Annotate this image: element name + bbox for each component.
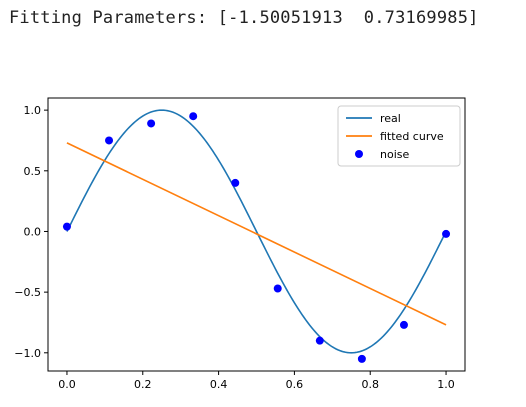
noise-point — [189, 112, 198, 121]
legend-label-fitted-curve: fitted curve — [380, 130, 444, 143]
y-tick-label: −0.5 — [14, 286, 41, 299]
noise-point — [315, 336, 324, 345]
noise-point — [147, 119, 156, 128]
legend-label-real: real — [380, 112, 401, 125]
noise-point — [357, 354, 366, 363]
y-tick-label: 0.0 — [24, 225, 42, 238]
y-tick-label: 0.5 — [24, 165, 42, 178]
output-label: Fitting Parameters: — [9, 8, 208, 28]
y-tick-label: 1.0 — [24, 104, 42, 117]
fitting-parameters-values: [-1.50051913 0.73169985] — [217, 8, 479, 28]
legend: real fitted curve noise — [337, 105, 461, 167]
x-tick-label: 0.4 — [210, 378, 228, 391]
legend-box — [337, 105, 461, 167]
x-tick-label: 0.0 — [58, 378, 76, 391]
series-layer — [62, 109, 451, 363]
fitting-parameters-output: Fitting Parameters: [-1.50051913 0.73169… — [9, 8, 479, 28]
noise-point — [273, 284, 282, 293]
ticks-layer: 0.0 0.2 0.4 0.6 0.8 1.0 −1.0 −0.5 0.0 0.5 1.0 — [14, 104, 455, 391]
x-tick-label: 0.8 — [361, 378, 379, 391]
noise-point — [442, 229, 451, 238]
noise-point — [62, 222, 71, 231]
x-tick-label: 0.2 — [134, 378, 152, 391]
series-line-fitted-curve — [66, 142, 447, 326]
legend-marker-noise — [355, 150, 363, 158]
y-tick-label: −1.0 — [14, 347, 41, 360]
noise-point — [399, 320, 408, 329]
series-line-real — [66, 109, 447, 354]
x-tick-label: 1.0 — [437, 378, 455, 391]
x-tick-label: 0.6 — [286, 378, 304, 391]
legend-label-noise: noise — [380, 148, 409, 161]
noise-point — [231, 178, 240, 187]
noise-point — [105, 136, 114, 145]
